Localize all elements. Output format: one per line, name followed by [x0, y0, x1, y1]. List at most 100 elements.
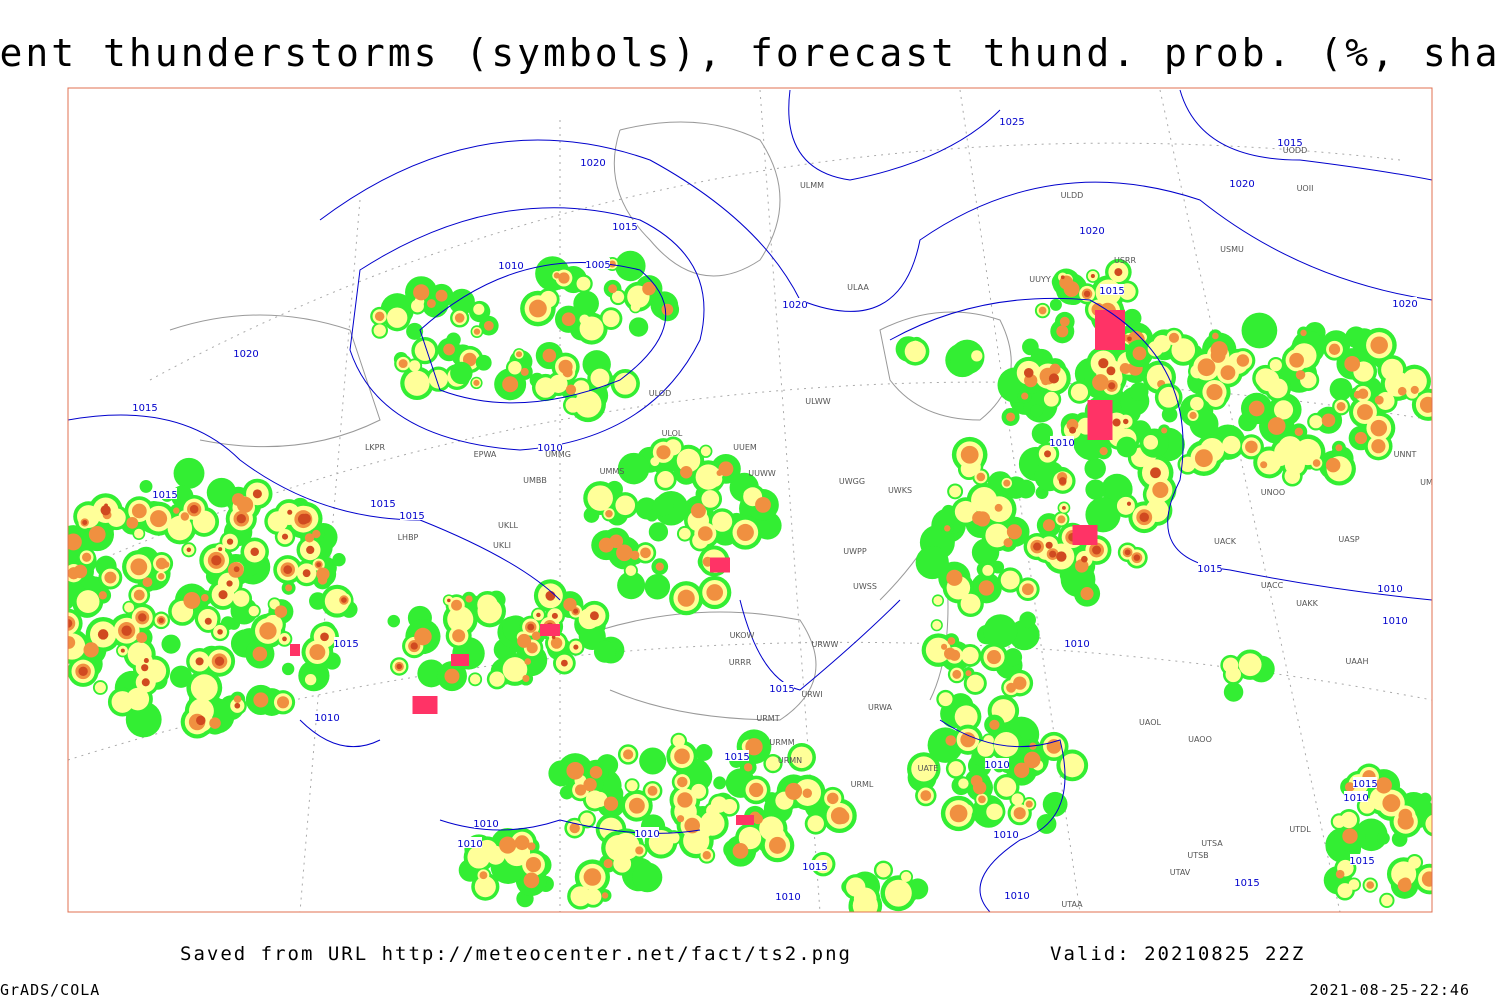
prob-shading [1021, 583, 1034, 596]
prob-shading [125, 701, 162, 738]
prob-shading [304, 533, 315, 543]
prob-shading [1344, 782, 1355, 792]
prob-shading [960, 445, 979, 464]
prob-shading [1312, 459, 1321, 467]
prob-shading [987, 471, 1013, 497]
prob-shading [1325, 457, 1341, 473]
prob-shading [626, 780, 638, 792]
station-label: UKOW [730, 631, 755, 640]
isobar-label-bg [133, 401, 157, 412]
prob-shading [560, 659, 568, 667]
prob-shading [632, 862, 663, 893]
prob-shading [647, 785, 658, 796]
station-label: UMMS [600, 467, 625, 476]
prob-shading [316, 562, 322, 568]
prob-shading [120, 648, 125, 653]
isobar-label-bg [499, 259, 523, 270]
prob-shading [1189, 411, 1197, 420]
prob-shading [628, 317, 649, 337]
prob-shading [655, 562, 664, 571]
prob-shading [451, 599, 463, 611]
isobar-label-bg [1050, 436, 1074, 447]
prob-shading [989, 719, 1000, 730]
isobar-label-bg [1230, 177, 1254, 188]
prob-shading [226, 580, 233, 587]
prob-shading [566, 761, 585, 780]
station-label: LHBP [398, 533, 419, 542]
prob-shading [732, 843, 749, 859]
prob-shading [1048, 373, 1060, 384]
isobar-label: 1015 [1352, 779, 1377, 790]
prob-shading [1133, 554, 1141, 561]
prob-shading [1143, 435, 1159, 450]
prob-shading [611, 290, 625, 304]
prob-shading [332, 553, 346, 567]
prob-shading [404, 370, 430, 396]
station-label: ULMM [800, 181, 824, 190]
prob-shading [1038, 306, 1047, 315]
prob-shading [701, 490, 720, 508]
prob-shading [248, 605, 260, 617]
prob-shading [374, 311, 385, 322]
prob-shading [960, 732, 976, 748]
prob-shading [755, 496, 771, 513]
prob-shading [904, 340, 926, 363]
isobar-label: 1015 [1234, 878, 1259, 889]
prob-shading [738, 826, 762, 850]
prob-shading [1220, 365, 1236, 381]
isobar-label-bg [1100, 284, 1124, 295]
prob-shading [932, 620, 942, 630]
prob-shading [82, 520, 88, 525]
isobar-label-bg [586, 258, 610, 269]
prob-shading [745, 738, 763, 756]
prob-shading [605, 835, 632, 861]
prob-shading [690, 503, 706, 519]
isobar-label-bg [783, 298, 807, 309]
prob-shading [1269, 359, 1282, 372]
prob-shading [1049, 550, 1057, 558]
prob-shading [1300, 329, 1307, 337]
station-label: URMT [756, 714, 779, 723]
prob-shading [180, 512, 190, 521]
prob-shading [1059, 316, 1070, 327]
isobar-label-bg [1393, 297, 1417, 308]
prob-shading [450, 361, 473, 385]
station-label: UTSB [1187, 851, 1208, 860]
prob-shading [1056, 551, 1067, 562]
prob-shading [672, 734, 685, 748]
station-label: UACC [1261, 581, 1284, 590]
isobar-label-bg [1005, 889, 1029, 900]
prob-shading [920, 790, 932, 801]
prob-shading [583, 777, 597, 792]
prob-shading [640, 547, 651, 559]
prob-shading [218, 590, 228, 600]
prob-shading [644, 574, 671, 600]
prob-shading [1004, 648, 1023, 667]
prob-shading [282, 636, 287, 642]
prob-shading [565, 397, 581, 413]
prob-shading [162, 561, 170, 568]
prob-shading [1069, 755, 1079, 765]
prob-shading [876, 863, 891, 878]
prob-shading [77, 505, 100, 528]
prob-shading [107, 508, 126, 527]
station-label: USMU [1220, 245, 1244, 254]
prob-shading [628, 797, 645, 814]
prob-shading [1043, 391, 1059, 407]
prob-shading [1344, 355, 1361, 372]
station-label: UAOL [1139, 718, 1161, 727]
prob-shading [448, 288, 475, 315]
prob-shading [971, 350, 983, 362]
prob-shading [1092, 545, 1102, 555]
prob-shading [1019, 611, 1036, 629]
prob-shading [551, 612, 558, 619]
prob-shading [1397, 386, 1407, 396]
prob-shading [1003, 538, 1013, 548]
prob-shading [1294, 427, 1304, 437]
prob-shading [1197, 358, 1216, 377]
prob-shading [639, 747, 667, 775]
station-label: ULWW [805, 397, 830, 406]
prob-shading [211, 555, 222, 566]
prob-shading [702, 851, 711, 860]
prob-shading [764, 792, 780, 807]
